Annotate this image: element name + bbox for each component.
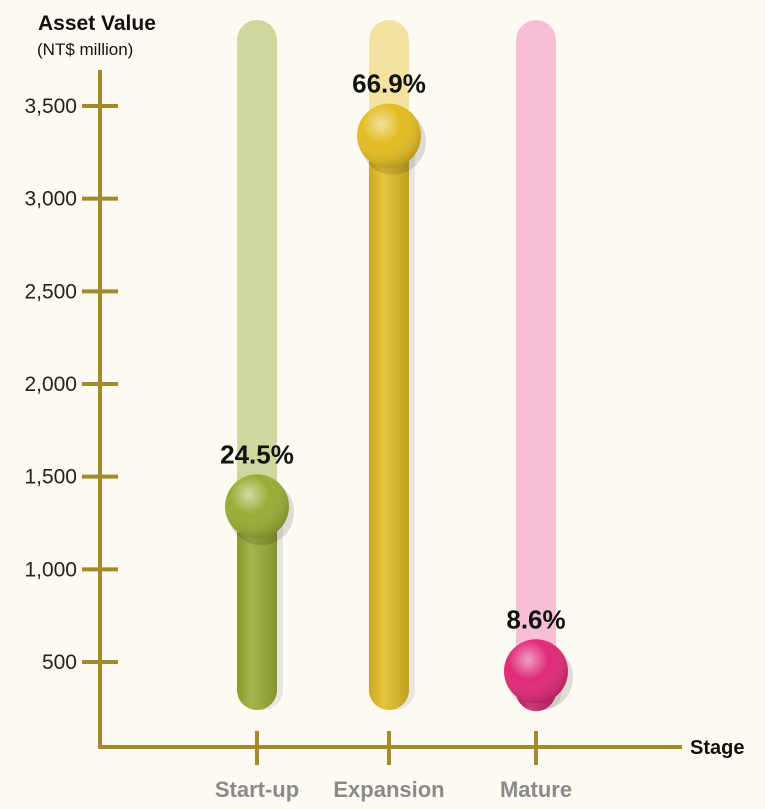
x-tick-label: Expansion <box>333 777 444 802</box>
x-tick-label: Mature <box>500 777 572 802</box>
bar-shading <box>369 135 409 711</box>
data-label: 24.5% <box>220 439 294 469</box>
data-label: 8.6% <box>506 604 565 634</box>
bar-track <box>516 20 556 710</box>
bar-shading <box>237 506 277 710</box>
value-marker-shine <box>504 639 568 704</box>
y-axis-subtitle: (NT$ million) <box>37 40 133 59</box>
value-marker-shine <box>225 474 289 539</box>
y-tick-label: 1,000 <box>24 558 77 581</box>
value-marker-shine <box>357 103 421 168</box>
y-tick-label: 2,500 <box>24 280 77 303</box>
data-labels: 24.5% 66.9% 8.6% <box>220 69 566 635</box>
y-tick-label: 1,500 <box>24 466 77 489</box>
y-axis-title: Asset Value <box>38 12 156 35</box>
y-tick-label: 500 <box>42 651 77 674</box>
y-tick-label: 3,500 <box>24 95 77 118</box>
data-label: 66.9% <box>352 69 426 99</box>
x-axis-title: Stage <box>690 737 744 759</box>
x-ticks: Start-up Expansion Mature <box>215 731 572 802</box>
bars <box>225 103 573 712</box>
y-tick-label: 3,000 <box>24 188 77 211</box>
x-tick-label: Start-up <box>215 777 299 802</box>
y-tick-label: 2,000 <box>24 373 77 396</box>
y-ticks: 500 1,000 1,500 2,000 2,500 3,000 3,500 <box>24 95 118 674</box>
